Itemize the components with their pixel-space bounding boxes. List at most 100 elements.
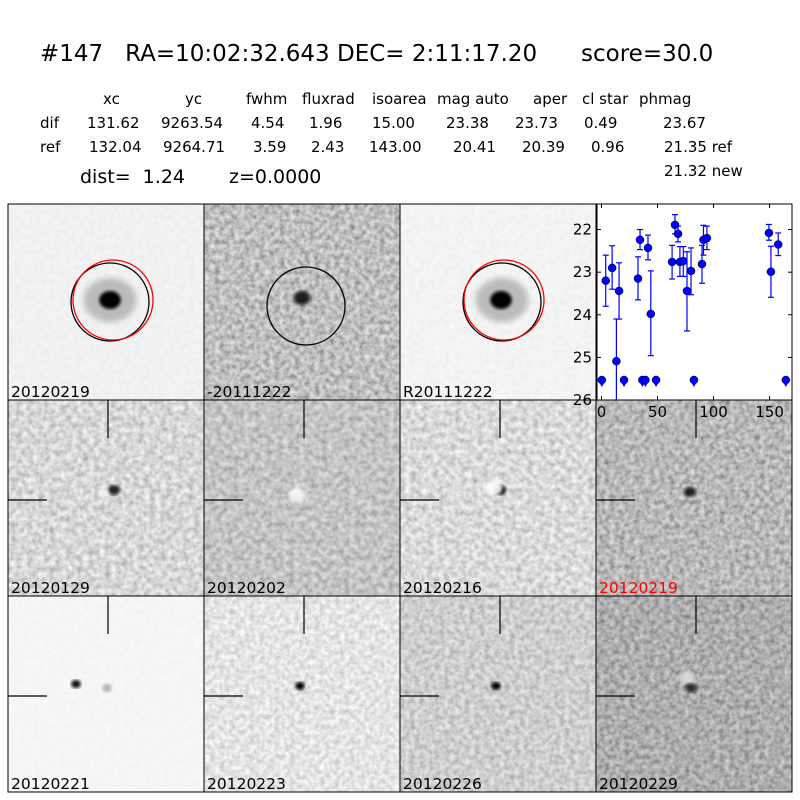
cell-fwhm: 3.59 xyxy=(253,138,287,156)
cell-cl-star: 0.49 xyxy=(584,114,618,132)
panel-date-label: R20111222 xyxy=(403,383,493,401)
image-panel: 20120229 xyxy=(595,595,793,793)
marker xyxy=(682,286,692,296)
lightcurve-chart: 0 50 100 150 22 23 24 25 26 xyxy=(573,203,793,421)
header-fwhm: fwhm xyxy=(246,90,288,108)
panel-date-label: -20111222 xyxy=(207,383,292,401)
y-tick-label: 24 xyxy=(573,306,592,324)
image-panel: R20111222 xyxy=(399,203,597,401)
y-tick-label: 25 xyxy=(573,348,592,366)
upper-limit-point xyxy=(651,375,661,387)
panel-date-label: 20120219 xyxy=(11,383,90,401)
upper-limit-point xyxy=(689,375,699,387)
data-point xyxy=(614,262,624,320)
phmag-new: 21.32 new xyxy=(664,162,743,180)
data-point xyxy=(601,254,610,307)
marker xyxy=(601,276,610,285)
upper-limit-arrow-icon xyxy=(690,380,698,387)
ref-aperture-circle xyxy=(463,259,545,341)
data-point xyxy=(643,234,653,261)
cell-phmag: 21.35 ref xyxy=(664,138,733,156)
aperture-circle xyxy=(462,262,542,342)
cell-fwhm: 4.54 xyxy=(251,114,285,132)
stamp-image xyxy=(400,596,596,792)
plot-area xyxy=(597,204,792,400)
ref-aperture-circle xyxy=(72,259,154,341)
marker xyxy=(697,259,707,269)
upper-limit-point xyxy=(781,375,791,387)
source-blob xyxy=(99,291,121,309)
stamp-image xyxy=(400,400,596,596)
marker xyxy=(612,356,621,366)
marker xyxy=(773,240,783,249)
row-label: ref xyxy=(40,138,61,156)
data-point xyxy=(766,245,776,298)
source-blob xyxy=(288,488,306,502)
source-blob xyxy=(293,291,311,305)
aperture-circle xyxy=(266,266,346,346)
image-panel: 20120226 xyxy=(399,595,597,793)
header-phmag: phmag xyxy=(639,90,692,108)
panel-frame xyxy=(595,595,793,793)
stamp-image xyxy=(596,596,792,792)
source-blob xyxy=(102,684,112,692)
source-blob xyxy=(295,682,305,690)
cell-isoarea: 143.00 xyxy=(369,138,422,156)
y-tick-label: 22 xyxy=(573,221,592,239)
data-point xyxy=(673,225,683,243)
redshift: z=0.0000 xyxy=(229,166,322,188)
header-fluxrad: fluxrad xyxy=(302,90,355,108)
header-xc: xc xyxy=(103,90,120,108)
plot-frame xyxy=(596,203,793,401)
stamp-image xyxy=(204,596,400,792)
data-point xyxy=(635,228,645,251)
marker xyxy=(686,266,696,276)
cell-phmag: 23.67 xyxy=(663,114,706,132)
data-point xyxy=(682,251,692,332)
marker xyxy=(673,229,683,239)
cell-fluxrad: 2.43 xyxy=(311,138,345,156)
source-blob xyxy=(684,487,696,497)
row-label: dif xyxy=(40,114,59,132)
source-blob xyxy=(485,481,503,495)
cell-yc: 9264.71 xyxy=(163,138,226,156)
upper-limit-point xyxy=(619,375,629,387)
header-mag-auto: mag auto xyxy=(437,90,509,108)
source-blob xyxy=(490,291,512,309)
data-point xyxy=(686,247,696,296)
header-cl-star: cl star xyxy=(582,90,629,108)
ra: RA=10:02:32.643 xyxy=(125,41,330,67)
panel-date-label: 20120226 xyxy=(403,775,482,793)
dist: dist= 1.24 xyxy=(80,166,185,188)
marker xyxy=(766,267,776,276)
candidate-id: #147 xyxy=(40,41,104,67)
stamp-image xyxy=(596,400,792,596)
upper-limit-arrow-icon xyxy=(641,380,649,387)
header-isoarea: isoarea xyxy=(372,90,427,108)
cell-xc: 132.04 xyxy=(89,138,142,156)
marker xyxy=(614,286,624,296)
data-point xyxy=(679,246,688,278)
cell-isoarea: 15.00 xyxy=(372,114,415,132)
panel-date-label: 20120216 xyxy=(403,579,482,597)
image-panel: 20120216 xyxy=(399,399,597,597)
header-aper: aper xyxy=(533,90,568,108)
upper-limit-arrow-icon xyxy=(782,380,790,387)
marker xyxy=(667,257,677,267)
panel-date-label: 20120219 xyxy=(599,579,678,597)
source-blob xyxy=(679,672,695,684)
aperture-circle xyxy=(70,262,150,342)
score: score=30.0 xyxy=(581,41,714,67)
stamp-image xyxy=(8,596,204,792)
cell-fluxrad: 1.96 xyxy=(309,114,343,132)
dec: DEC= 2:11:17.20 xyxy=(337,41,538,67)
marker xyxy=(633,274,643,283)
cell-xc: 131.62 xyxy=(87,114,140,132)
panel-date-label: 20120229 xyxy=(599,775,678,793)
upper-limit-point xyxy=(641,375,650,387)
x-tick-label: 150 xyxy=(755,403,784,421)
upper-limit-arrow-icon xyxy=(620,380,628,387)
source-blob xyxy=(97,489,109,499)
image-panel: 20120129 xyxy=(7,399,205,597)
